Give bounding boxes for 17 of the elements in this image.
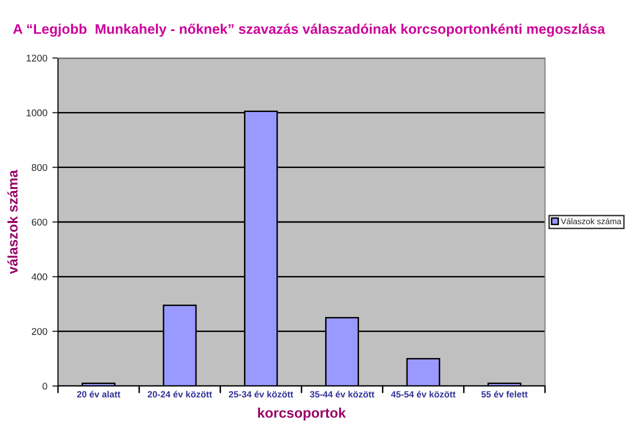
x-tick-label: 35-44 év között (310, 390, 374, 398)
x-tick-label: 25-34 év között (228, 390, 294, 398)
x-tick-label: 20 év alatt (77, 390, 120, 398)
y-tick-label: 0 (42, 382, 48, 390)
chart-title: A “Legjobb Munkahely - nőknek” szavazás válaszadóinak korcsoportonkénti megoszlása (13, 24, 606, 37)
x-tick-label: 20-24 év között (148, 390, 212, 398)
x-tick-label: 55 év felett (481, 390, 528, 398)
y-tick-label: 200 (32, 328, 48, 335)
y-axis-title: válaszok száma (7, 170, 18, 274)
x-tick-label: 45-54 év között (391, 390, 456, 398)
legend-label: Válaszok száma (560, 218, 622, 224)
y-tick-label: 1200 (26, 54, 48, 62)
x-axis-title: korcsoportok (258, 408, 346, 421)
y-tick-label: 800 (32, 164, 48, 171)
y-tick-label: 1000 (26, 109, 48, 116)
y-tick-label: 600 (32, 218, 48, 226)
y-tick-label: 400 (32, 273, 48, 280)
